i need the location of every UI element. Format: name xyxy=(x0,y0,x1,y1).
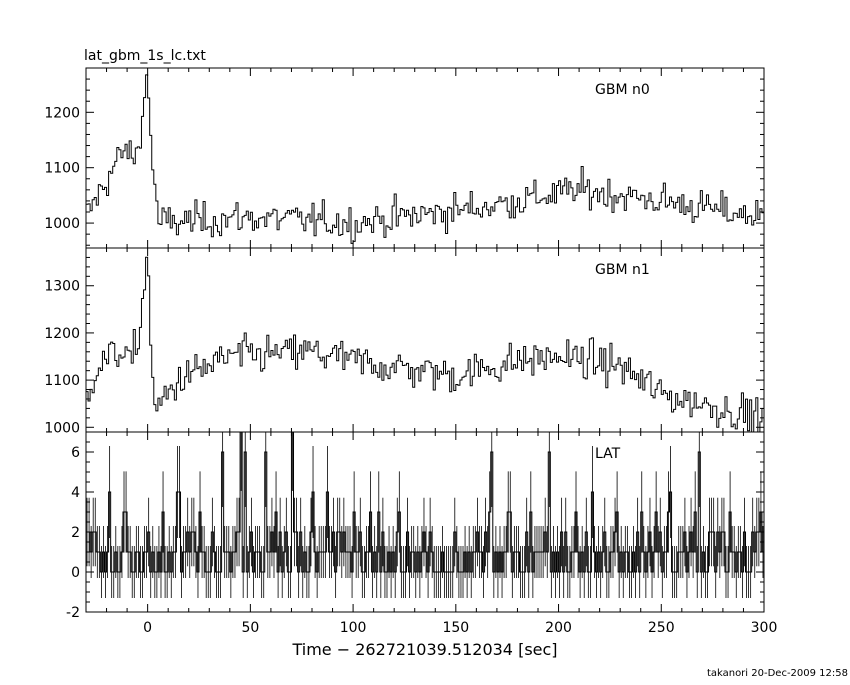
y-tick-label: 1000 xyxy=(44,216,80,232)
panel-frame-0 xyxy=(85,67,765,249)
chart-title: lat_gbm_1s_lc.txt xyxy=(84,48,206,64)
y-tick-label: 1100 xyxy=(44,373,80,389)
y-tick-label: 1000 xyxy=(44,420,80,436)
credit-label: takanori 20-Dec-2009 12:58 xyxy=(707,668,848,679)
x-tick-label: 200 xyxy=(545,620,572,636)
y-tick-label: 1200 xyxy=(44,326,80,342)
x-tick-label: 300 xyxy=(751,620,778,636)
y-tick-label: 4 xyxy=(71,485,80,501)
x-tick-label: 0 xyxy=(143,620,152,636)
x-tick-label: 150 xyxy=(442,620,469,636)
series-line-2 xyxy=(86,432,764,573)
x-tick-label: 50 xyxy=(241,620,259,636)
series-line-0 xyxy=(86,74,764,244)
y-tick-label: 6 xyxy=(71,445,80,461)
series-label: LAT xyxy=(595,446,621,462)
y-tick-label: 1200 xyxy=(44,105,80,121)
series-line-1 xyxy=(86,256,764,432)
y-tick-label: -2 xyxy=(66,605,80,621)
x-tick-label: 100 xyxy=(340,620,367,636)
series-label: GBM n0 xyxy=(595,82,650,98)
series-label: GBM n1 xyxy=(595,262,650,278)
x-axis-label: Time − 262721039.512034 [sec] xyxy=(291,640,557,659)
panel-frame-1 xyxy=(85,247,765,433)
y-tick-label: 0 xyxy=(71,565,80,581)
y-tick-label: 1300 xyxy=(44,279,80,295)
y-tick-label: 2 xyxy=(71,525,80,541)
x-tick-label: 250 xyxy=(648,620,675,636)
y-tick-label: 1100 xyxy=(44,161,80,177)
